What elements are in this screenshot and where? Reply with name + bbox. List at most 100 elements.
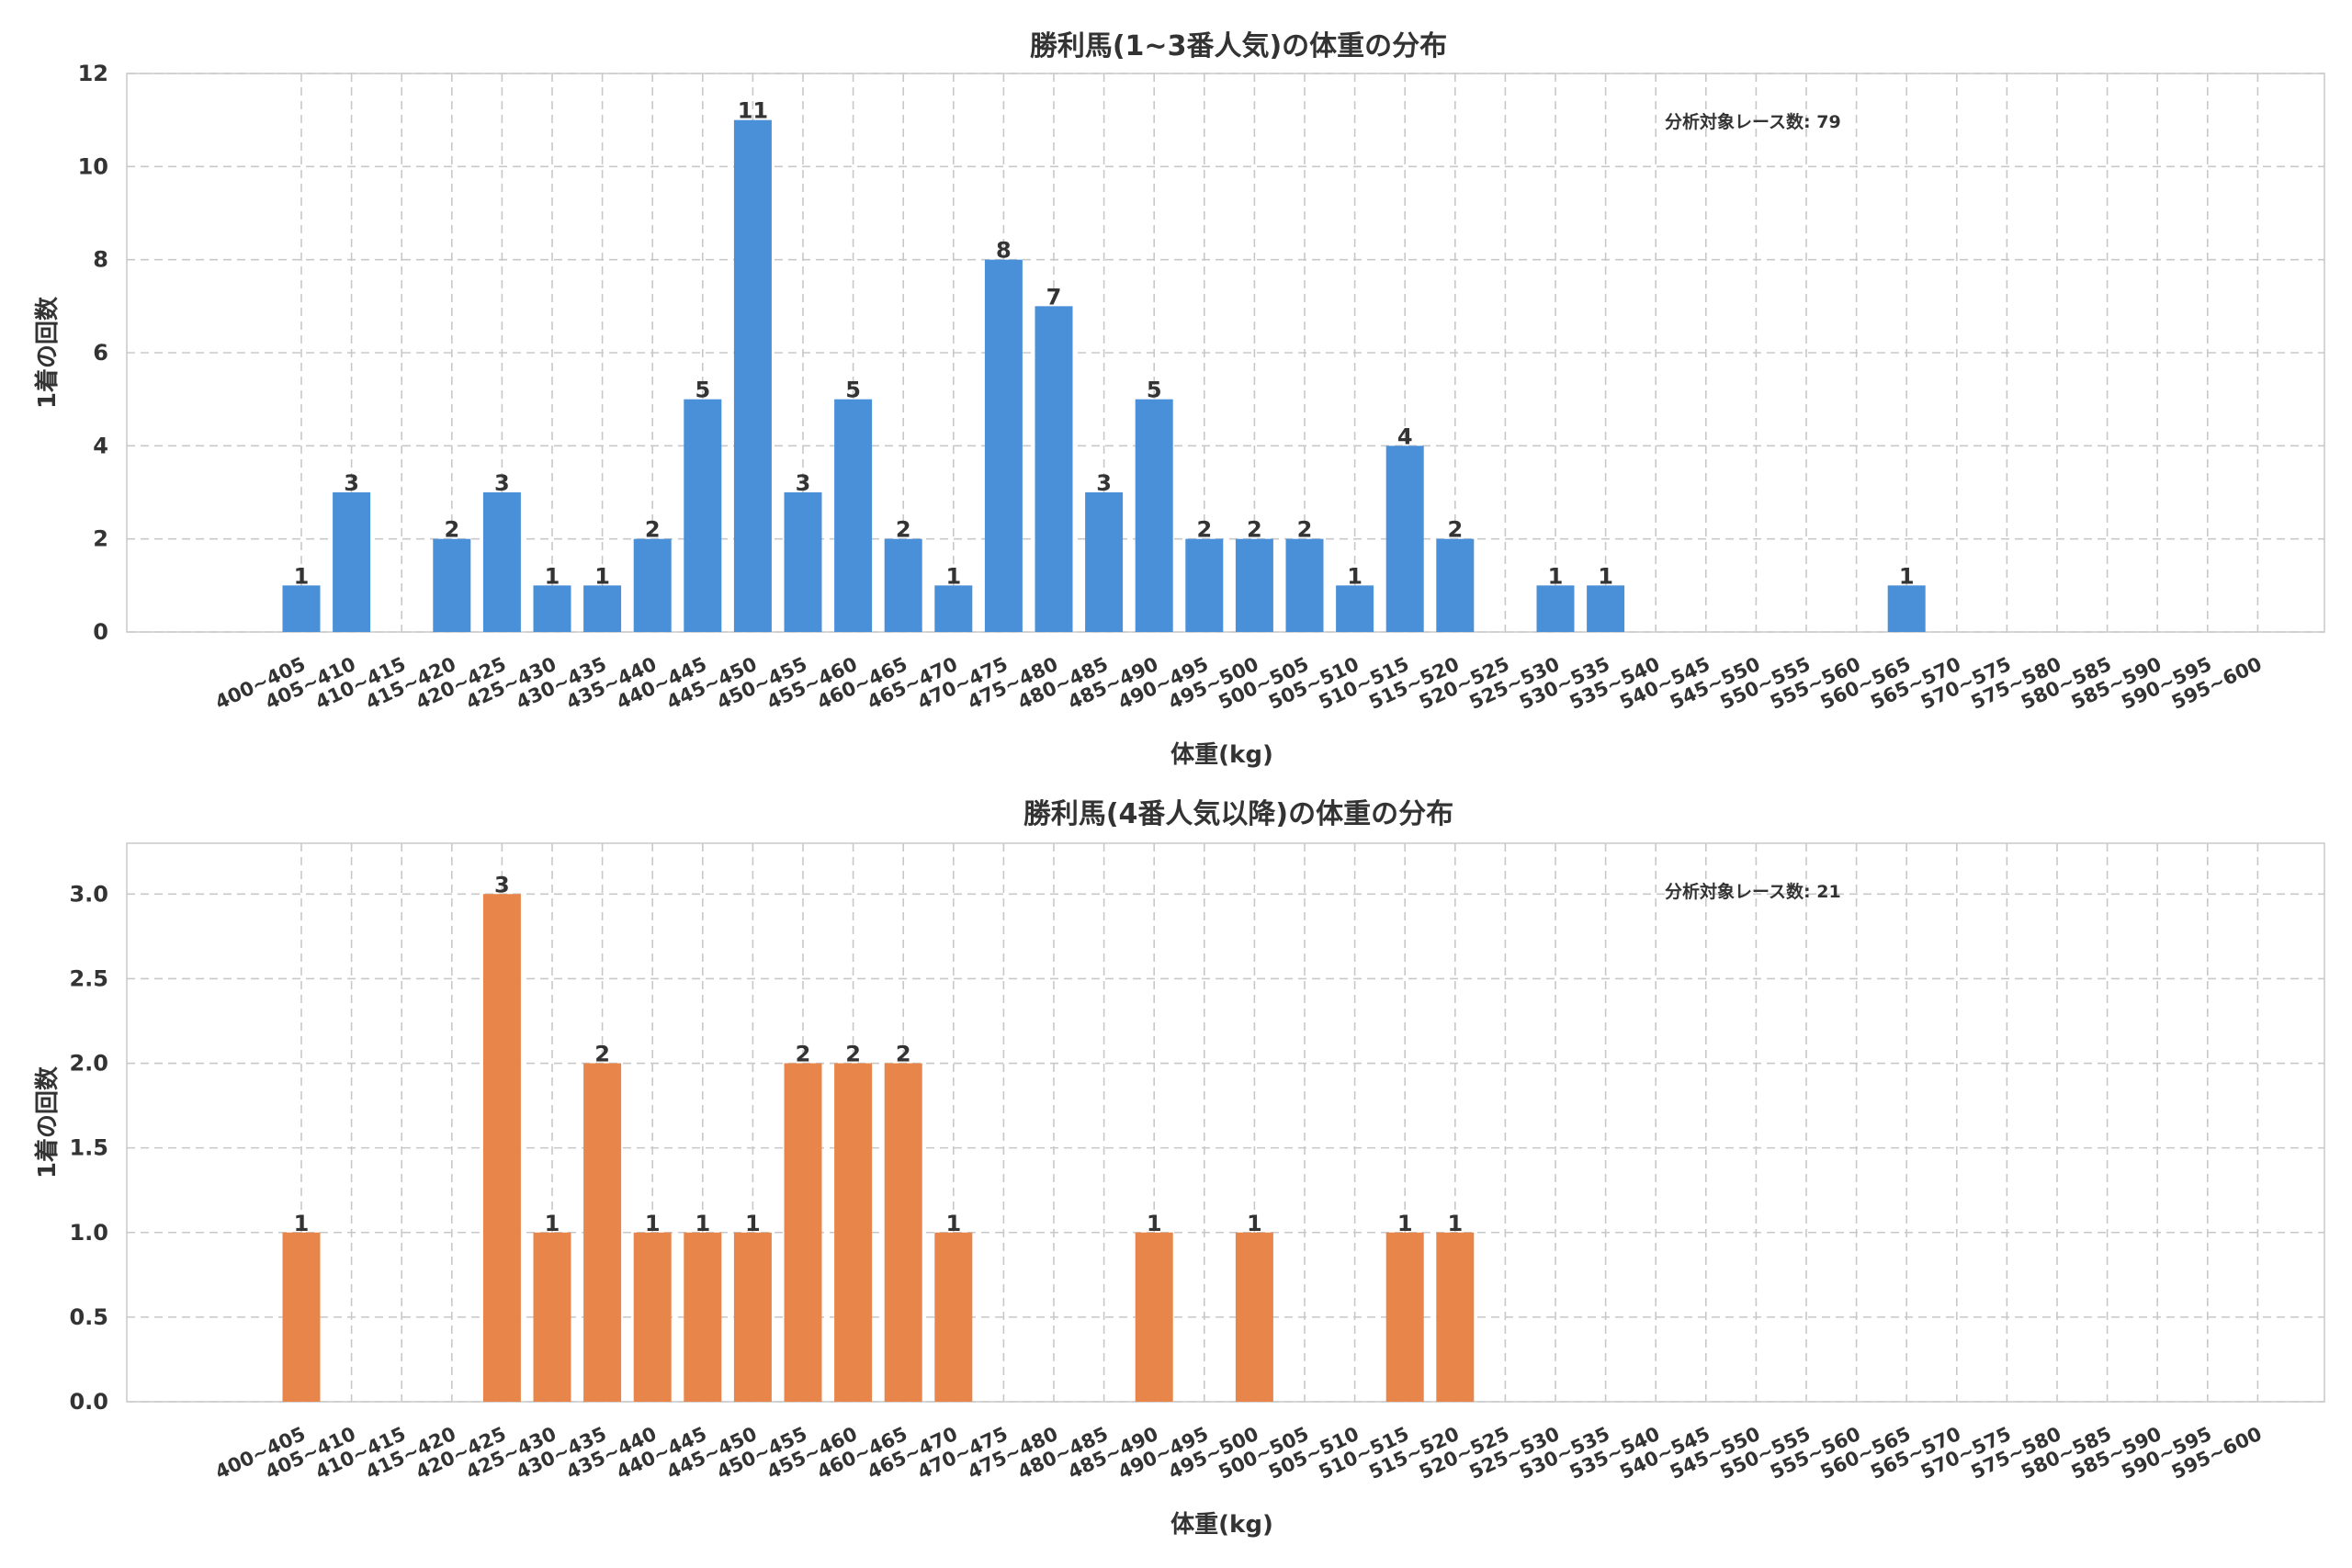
bar-445~450: [733, 1232, 772, 1402]
y-tick-label: 2.0: [69, 1051, 108, 1077]
plot-frame: [126, 73, 2325, 633]
bar-515~520: [1436, 538, 1475, 632]
y-axis-label: 1着の回数: [33, 1066, 62, 1179]
data-label-480~485: 3: [1096, 470, 1112, 496]
data-label-430~435: 1: [594, 563, 610, 589]
bar-465~470: [934, 1232, 973, 1402]
bar-405~410: [333, 492, 371, 632]
data-label-425~430: 1: [545, 563, 560, 589]
bar-425~430: [533, 585, 571, 632]
data-label-400~405: 1: [294, 563, 310, 589]
bar-440~445: [684, 1232, 722, 1402]
bar-525~530: [1536, 585, 1575, 632]
data-label-485~490: 5: [1147, 378, 1162, 403]
data-label-445~450: 11: [738, 98, 768, 124]
bar-420~425: [482, 894, 521, 1402]
y-tick-label: 2.5: [69, 965, 108, 991]
y-tick-label: 0.0: [69, 1389, 108, 1415]
y-tick-label: 1.5: [69, 1135, 108, 1161]
data-label-510~515: 4: [1397, 423, 1413, 449]
data-label-525~530: 1: [1548, 563, 1564, 589]
bar-450~455: [784, 492, 822, 632]
bar-430~435: [583, 585, 622, 632]
data-label-475~480: 7: [1046, 284, 1062, 310]
bar-530~535: [1587, 585, 1625, 632]
x-ticks: 400~405405~410410~415415~420420~425425~4…: [212, 653, 2266, 714]
bar-490~495: [1185, 538, 1224, 632]
data-label-485~490: 1: [1147, 1211, 1162, 1236]
bar-485~490: [1135, 1232, 1173, 1402]
bar-440~445: [684, 399, 722, 632]
data-label-560~565: 1: [1899, 563, 1915, 589]
y-tick-label: 0.5: [69, 1304, 108, 1330]
data-label-440~445: 1: [695, 1211, 710, 1236]
bar-495~500: [1235, 1232, 1273, 1402]
data-label-420~425: 3: [494, 470, 510, 496]
bar-515~520: [1436, 1232, 1475, 1402]
bar-450~455: [784, 1063, 822, 1402]
bar-510~515: [1385, 446, 1424, 632]
data-labels: 1 3 1 2 1 1 1 2 2 2 1 1 1 1 1: [294, 872, 1464, 1235]
bar-460~465: [884, 1063, 922, 1402]
data-label-415~420: 2: [444, 517, 459, 543]
data-label-495~500: 1: [1247, 1211, 1262, 1236]
data-label-435~440: 1: [645, 1211, 661, 1236]
y-tick-label: 4: [93, 433, 108, 458]
data-label-460~465: 2: [896, 1042, 911, 1067]
race-count-annotation: 分析対象レース数: 21: [1665, 881, 1841, 902]
grid: [127, 843, 2324, 1403]
y-ticks: 0 2 4 6 8 10 12: [78, 61, 108, 645]
bar-495~500: [1235, 538, 1273, 632]
bar-435~440: [633, 538, 672, 632]
data-label-430~435: 2: [594, 1042, 610, 1067]
y-ticks: 0.0 0.5 1.0 1.5 2.0 2.5 3.0: [69, 881, 108, 1415]
bar-435~440: [633, 1232, 672, 1402]
data-label-450~455: 3: [796, 470, 811, 496]
bar-455~460: [834, 1063, 873, 1402]
bar-445~450: [733, 119, 772, 632]
bar-500~505: [1285, 538, 1324, 632]
bar-425~430: [533, 1232, 571, 1402]
data-label-435~440: 2: [645, 517, 661, 543]
plot-frame: [126, 842, 2325, 1403]
y-tick-label: 2: [93, 526, 108, 552]
data-label-530~535: 1: [1598, 563, 1613, 589]
data-label-400~405: 1: [294, 1211, 310, 1236]
bar-465~470: [934, 585, 973, 632]
y-tick-label: 12: [78, 61, 108, 86]
data-label-510~515: 1: [1397, 1211, 1413, 1236]
y-tick-label: 0: [93, 619, 108, 645]
data-label-440~445: 5: [695, 378, 710, 403]
data-label-465~470: 1: [945, 563, 961, 589]
data-label-455~460: 5: [845, 378, 861, 403]
data-label-515~520: 2: [1447, 517, 1463, 543]
bars: [282, 119, 1926, 632]
y-tick-label: 10: [78, 153, 108, 179]
chart-title: 勝利馬(4番人気以降)の体重の分布: [1023, 798, 1453, 830]
data-label-405~410: 3: [344, 470, 359, 496]
bar-505~510: [1336, 585, 1374, 632]
data-label-495~500: 2: [1247, 517, 1262, 543]
race-count-annotation: 分析対象レース数: 79: [1665, 111, 1841, 132]
data-label-505~510: 1: [1347, 563, 1363, 589]
bar-560~565: [1887, 585, 1926, 632]
x-axis-label: 体重(kg): [1170, 1511, 1273, 1539]
y-tick-label: 8: [93, 247, 108, 273]
bar-485~490: [1135, 399, 1173, 632]
bar-415~420: [433, 538, 471, 632]
bar-400~405: [282, 1232, 321, 1402]
data-label-445~450: 1: [745, 1211, 761, 1236]
y-tick-label: 3.0: [69, 881, 108, 907]
data-label-420~425: 3: [494, 872, 510, 897]
bar-475~480: [1035, 306, 1073, 632]
data-label-425~430: 1: [545, 1211, 560, 1236]
x-ticks: 400~405405~410410~415415~420420~425425~4…: [212, 1423, 2266, 1483]
data-label-455~460: 2: [845, 1042, 861, 1067]
y-tick-label: 1.0: [69, 1220, 108, 1246]
data-label-450~455: 2: [796, 1042, 811, 1067]
bar-480~485: [1085, 492, 1124, 632]
bar-420~425: [482, 492, 521, 632]
